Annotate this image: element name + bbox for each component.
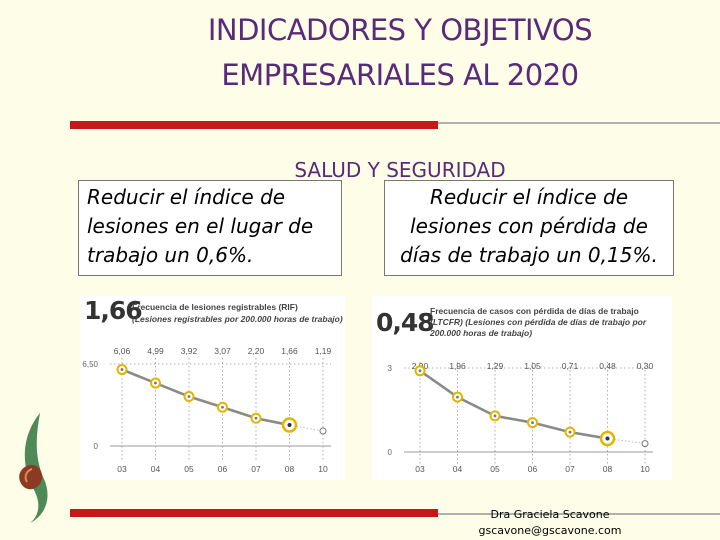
chart-subtitle: (Lesiones con pérdida de días de trabajo… bbox=[430, 317, 647, 338]
x-tick-label: 07 bbox=[251, 464, 261, 474]
data-label: 3,92 bbox=[181, 346, 198, 356]
headline-value: 0,48 bbox=[376, 308, 435, 337]
data-point-center bbox=[120, 368, 124, 371]
x-tick-label: 08 bbox=[285, 464, 295, 474]
data-label: 1,05 bbox=[524, 361, 541, 371]
data-point-center bbox=[254, 416, 258, 420]
headline-value: 1,66 bbox=[84, 296, 143, 325]
title-line-2: EMPRESARIALES AL 2020 bbox=[221, 58, 579, 92]
goal-point bbox=[641, 440, 649, 448]
y-tick-label: 0 bbox=[388, 448, 393, 457]
bottom-divider-accent bbox=[70, 509, 438, 517]
data-label: 1,19 bbox=[315, 346, 332, 356]
data-label: 2,20 bbox=[248, 346, 265, 356]
chart-subtitle: (Lesiones registrables por 200.000 horas… bbox=[132, 314, 343, 324]
data-label: 0,71 bbox=[562, 361, 579, 371]
y-tick-label: 6,50 bbox=[82, 360, 98, 369]
goal-box-right: Reducir el índice de lesiones con pérdid… bbox=[384, 180, 674, 276]
data-point-center bbox=[568, 430, 572, 434]
top-divider-accent bbox=[70, 121, 438, 129]
series-line bbox=[121, 368, 290, 427]
data-point-center bbox=[493, 414, 497, 418]
goal-connector bbox=[289, 424, 324, 432]
chart-title: Frecuencia de lesiones registrables (RIF… bbox=[132, 302, 298, 312]
data-point-center bbox=[418, 369, 422, 373]
data-label: 1,29 bbox=[487, 361, 504, 371]
data-point-center bbox=[605, 436, 610, 441]
chart-subtitle-code: (LTCFR) bbox=[430, 317, 463, 327]
goal-connector bbox=[607, 438, 646, 445]
data-point-center bbox=[531, 421, 534, 424]
data-label: 4,99 bbox=[147, 346, 164, 356]
series-line bbox=[419, 369, 608, 440]
data-point-center bbox=[456, 395, 459, 399]
x-tick-label: 10 bbox=[318, 464, 328, 474]
data-label: 3,07 bbox=[214, 346, 231, 356]
title-line-1: INDICADORES Y OBJETIVOS bbox=[207, 13, 593, 47]
chart-ltcfr-plot: 302,90031,96041,29051,05060,71070,48080,… bbox=[388, 361, 654, 474]
chart-rif-plot: 6,50 0 6,06 03 4,99 04 3,92 05 3,07 06 2,20 07 1,66 0… bbox=[82, 346, 332, 474]
x-tick-label: 06 bbox=[528, 464, 538, 474]
data-point-center bbox=[287, 423, 292, 428]
data-point-center bbox=[154, 381, 157, 385]
x-tick-label: 05 bbox=[184, 464, 194, 474]
section-heading: SALUD Y SEGURIDAD bbox=[294, 158, 506, 182]
x-tick-label: 06 bbox=[218, 464, 228, 474]
leaf-logo bbox=[19, 413, 48, 523]
x-tick-label: 04 bbox=[453, 464, 463, 474]
y-tick-label: 0 bbox=[94, 442, 99, 451]
data-label: 0,30 bbox=[637, 361, 654, 371]
chart-rif: 1,66 Frecuencia de lesiones registrables… bbox=[80, 296, 345, 480]
x-tick-label: 07 bbox=[565, 464, 575, 474]
x-tick-label: 03 bbox=[117, 464, 127, 474]
page-title: INDICADORES Y OBJETIVOS EMPRESARIALES AL… bbox=[150, 8, 650, 98]
data-label: 6,06 bbox=[114, 346, 131, 356]
goal-box-left: Reducir el índice de lesiones en el luga… bbox=[78, 180, 342, 276]
goal-point bbox=[319, 427, 327, 435]
chart-title: Frecuencia de casos con pérdida de días … bbox=[430, 306, 639, 316]
data-point-center bbox=[187, 395, 191, 398]
footer-credit: Dra Graciela Scavone gscavone@gscavone.c… bbox=[450, 507, 650, 539]
data-label: 1,66 bbox=[281, 346, 298, 356]
x-tick-label: 05 bbox=[490, 464, 500, 474]
author-email: gscavone@gscavone.com bbox=[478, 524, 622, 537]
x-tick-label: 08 bbox=[603, 464, 613, 474]
data-point-center bbox=[221, 405, 224, 409]
x-tick-label: 03 bbox=[415, 464, 425, 474]
chart-ltcfr: 0,48 Frecuencia de casos con pérdida de … bbox=[372, 296, 672, 480]
author-name: Dra Graciela Scavone bbox=[490, 508, 610, 521]
x-tick-label: 10 bbox=[640, 464, 650, 474]
data-label: 1,96 bbox=[449, 361, 466, 371]
y-tick-label: 3 bbox=[388, 364, 393, 373]
data-label: 0,48 bbox=[599, 361, 616, 371]
x-tick-label: 04 bbox=[151, 464, 161, 474]
